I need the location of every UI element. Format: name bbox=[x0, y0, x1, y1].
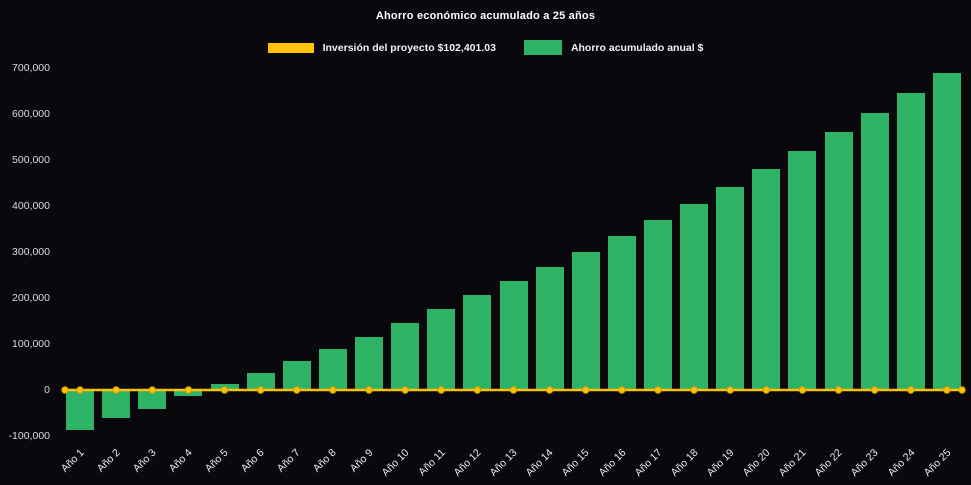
bar bbox=[282, 361, 311, 390]
x-axis-label: Año 12 bbox=[451, 446, 484, 479]
bar bbox=[860, 112, 889, 390]
x-axis-label: Año 21 bbox=[776, 446, 809, 479]
line-marker bbox=[871, 386, 879, 394]
savings-bar-swatch bbox=[523, 40, 562, 55]
legend-label-savings: Ahorro acumulado anual $ bbox=[570, 41, 704, 54]
line-marker bbox=[726, 386, 734, 394]
investment-line-swatch bbox=[267, 42, 314, 53]
line-marker bbox=[834, 386, 843, 394]
line-marker bbox=[545, 386, 554, 394]
x-axis-label: Año 22 bbox=[812, 446, 845, 479]
line-marker bbox=[220, 386, 229, 394]
bar bbox=[246, 372, 275, 390]
line-marker bbox=[293, 386, 301, 394]
bar bbox=[896, 92, 925, 390]
line-marker bbox=[256, 386, 265, 394]
y-axis-label: 600,000 bbox=[12, 108, 50, 120]
line-marker bbox=[112, 386, 120, 394]
bar bbox=[427, 309, 456, 390]
line-marker bbox=[618, 386, 626, 394]
legend-item-savings[interactable]: Ahorro acumulado anual $ bbox=[523, 40, 704, 55]
bar bbox=[355, 336, 384, 390]
investment-line bbox=[61, 386, 966, 394]
bar bbox=[535, 266, 564, 390]
bar bbox=[716, 186, 745, 390]
bar bbox=[752, 169, 781, 390]
x-axis-label: Año 3 bbox=[130, 446, 159, 475]
y-axis-label: 500,000 bbox=[12, 154, 50, 166]
y-axis-label: 200,000 bbox=[12, 292, 50, 304]
line-marker bbox=[184, 386, 193, 394]
x-axis-label: Año 2 bbox=[94, 446, 123, 475]
line-marker bbox=[61, 386, 69, 394]
bar bbox=[391, 322, 420, 390]
x-axis-label: Año 6 bbox=[239, 446, 267, 475]
bar bbox=[932, 72, 961, 390]
y-axis-label: 400,000 bbox=[12, 200, 50, 212]
x-axis-label: Año 14 bbox=[523, 446, 556, 479]
bar bbox=[499, 281, 528, 390]
bar bbox=[571, 251, 600, 390]
x-axis-label: Año 5 bbox=[202, 446, 231, 475]
x-axis-label: Año 9 bbox=[347, 446, 376, 475]
legend-item-investment[interactable]: Inversión del proyecto $102,401.03 bbox=[267, 41, 496, 54]
bar bbox=[66, 390, 95, 431]
x-axis-label: Año 16 bbox=[596, 446, 629, 479]
x-axis-label: Año 24 bbox=[885, 446, 918, 479]
line-marker bbox=[509, 386, 518, 394]
bar bbox=[643, 220, 672, 390]
bar bbox=[102, 390, 131, 418]
chart-title: Ahorro económico acumulado a 25 años bbox=[375, 10, 596, 22]
x-axis-label: Año 10 bbox=[379, 446, 412, 479]
x-axis-label: Año 23 bbox=[848, 446, 881, 479]
line-marker bbox=[329, 386, 337, 394]
bar bbox=[318, 349, 347, 390]
bar bbox=[138, 390, 167, 410]
x-axis-label: Año 18 bbox=[668, 446, 701, 479]
legend-label-investment: Inversión del proyecto $102,401.03 bbox=[322, 41, 496, 54]
x-axis-label: Año 15 bbox=[559, 446, 592, 479]
line-marker bbox=[798, 386, 807, 394]
y-axis-label: -100,000 bbox=[8, 430, 50, 442]
x-axis-label: Año 13 bbox=[487, 446, 520, 479]
line-marker bbox=[437, 386, 445, 394]
x-axis-label: Año 8 bbox=[311, 446, 340, 475]
y-axis: -100,000 0 100,000 200,000 300,000 400,000 500… bbox=[0, 62, 58, 442]
line-marker bbox=[148, 386, 157, 394]
line-marker bbox=[762, 386, 771, 394]
line-marker bbox=[907, 386, 915, 394]
line-marker bbox=[582, 386, 590, 394]
legend: Inversión del proyecto $102,401.03 Ahorr… bbox=[0, 40, 971, 55]
x-axis-label: Año 11 bbox=[416, 446, 448, 479]
bar bbox=[680, 203, 709, 390]
line-marker bbox=[365, 386, 373, 394]
bar bbox=[788, 150, 817, 390]
bar bbox=[824, 131, 853, 390]
bar bbox=[463, 295, 492, 390]
y-axis-label: 300,000 bbox=[12, 246, 50, 258]
x-axis-label: Año 25 bbox=[921, 446, 954, 479]
y-axis-label: 700,000 bbox=[12, 62, 50, 74]
line-marker bbox=[401, 386, 409, 394]
line-marker bbox=[473, 386, 482, 394]
x-axis-label: Año 1 bbox=[58, 446, 87, 475]
x-axis-label: Año 20 bbox=[740, 446, 773, 479]
line-marker bbox=[690, 386, 698, 394]
x-axis-label: Año 17 bbox=[632, 446, 665, 479]
y-axis-label: 100,000 bbox=[12, 338, 50, 350]
plot-area: Año 1 Año 2 Año 3 Año 4 Año 5 Año 6 Año 7 Año 8… bbox=[58, 68, 966, 479]
y-axis-label: 0 bbox=[44, 384, 50, 396]
line-marker bbox=[943, 386, 951, 394]
x-axis-label: Año 19 bbox=[704, 446, 737, 479]
line-marker bbox=[958, 386, 966, 394]
x-axis-label: Año 4 bbox=[166, 446, 195, 475]
line-marker bbox=[654, 386, 662, 394]
bar bbox=[607, 235, 636, 390]
line-marker bbox=[76, 386, 84, 394]
x-axis-label: Año 7 bbox=[275, 446, 304, 475]
